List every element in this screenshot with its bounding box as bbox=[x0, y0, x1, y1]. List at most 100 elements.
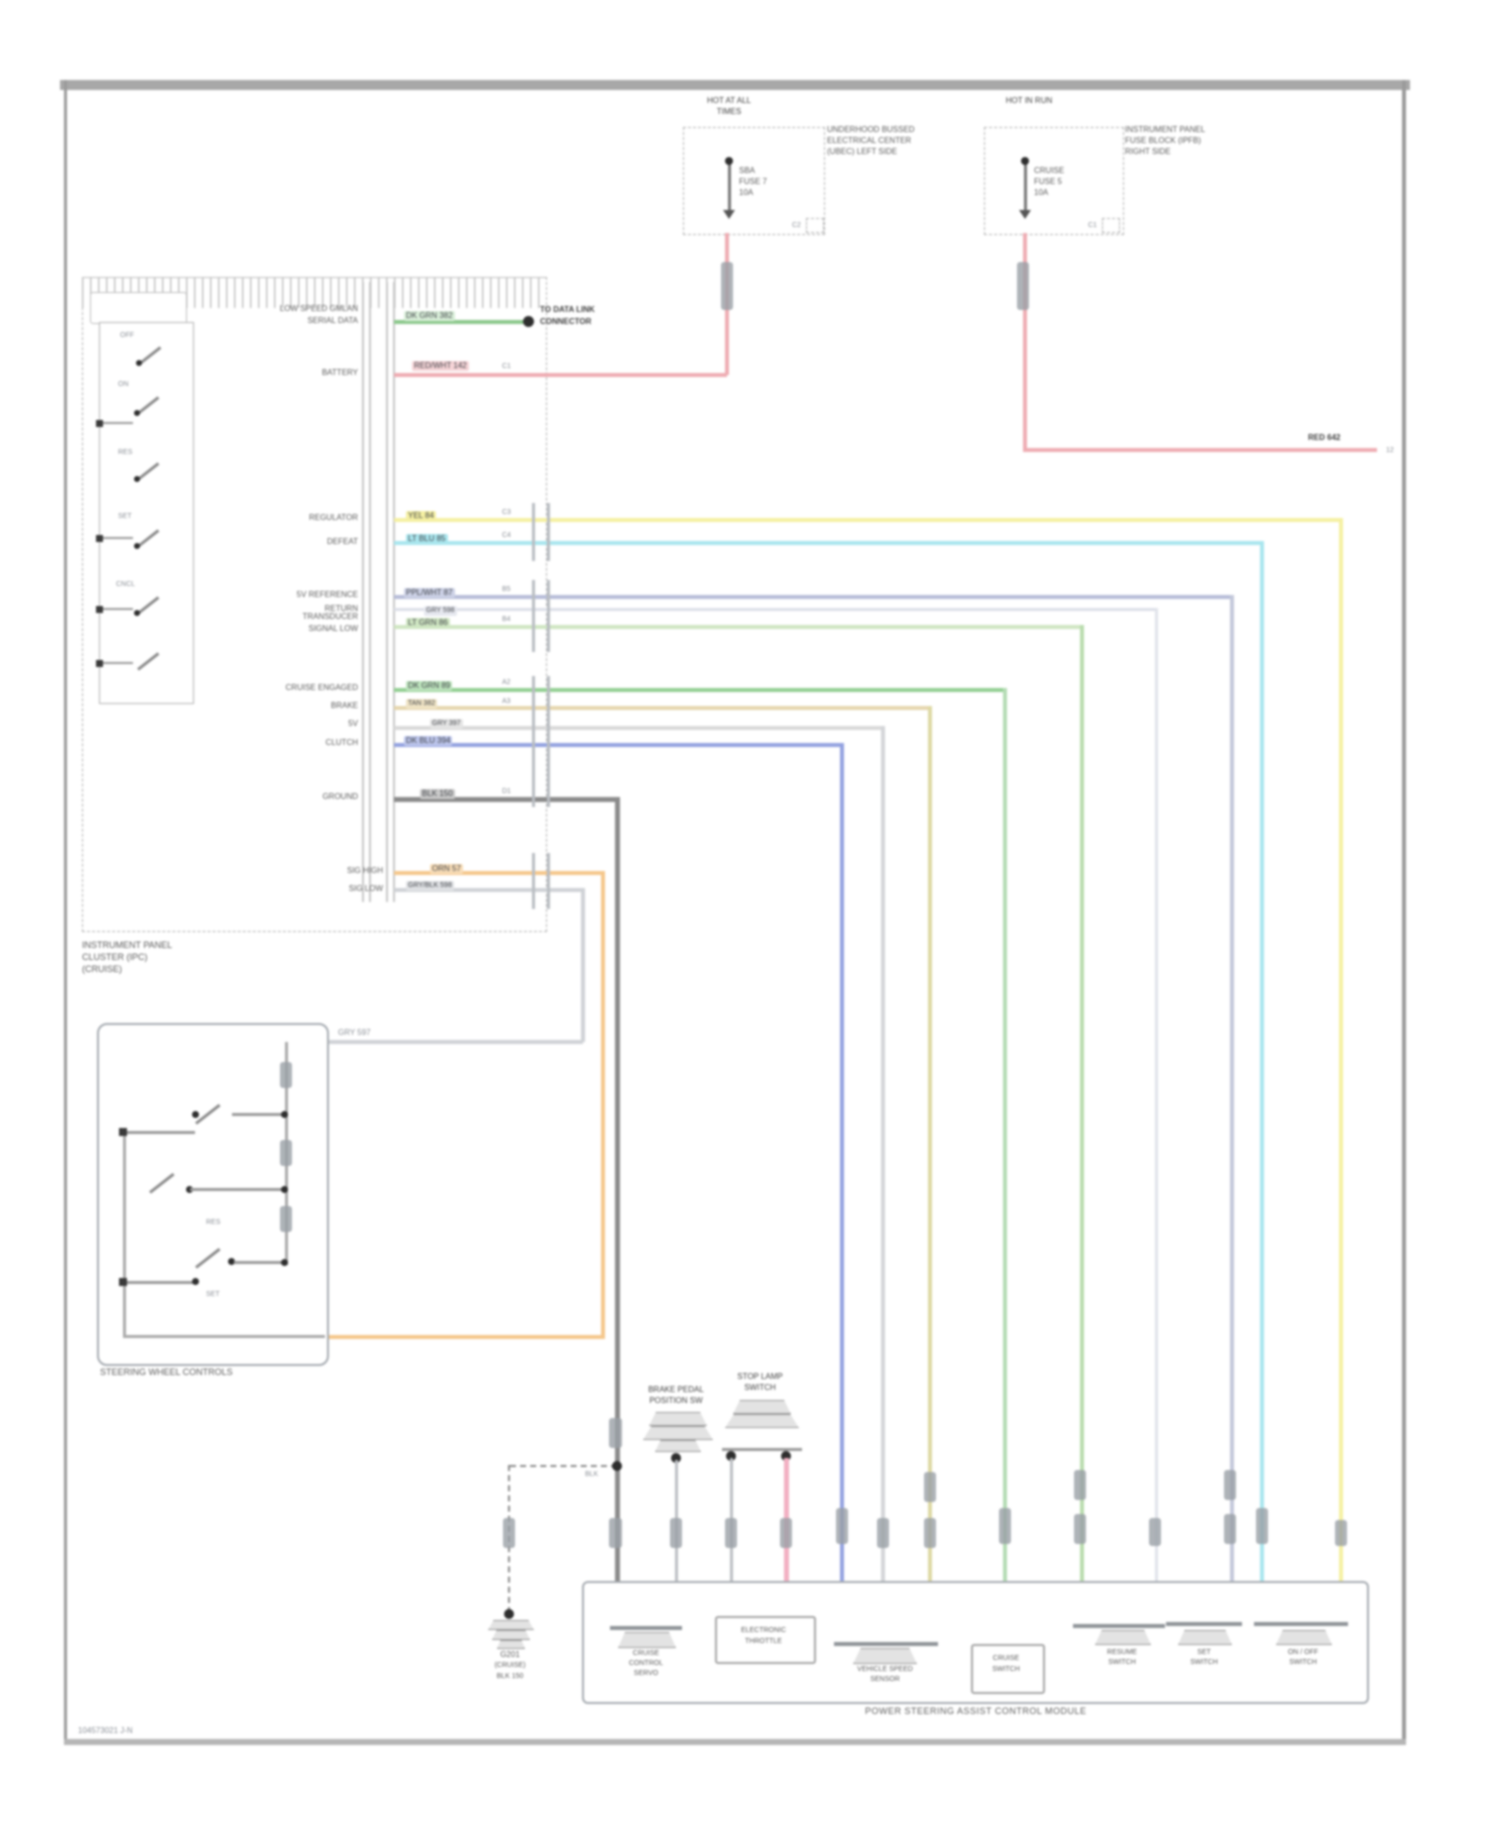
switch-wire bbox=[125, 1281, 195, 1284]
subbox4-l2: SWITCH bbox=[992, 1666, 1020, 1673]
steering-box bbox=[97, 1023, 329, 1366]
subbox2-l1: ELECTRONIC bbox=[740, 1627, 787, 1634]
red-b-end-label: RED 642 bbox=[1308, 433, 1341, 442]
wire-red-b bbox=[1023, 233, 1027, 452]
connector-nub bbox=[924, 1472, 936, 1502]
steering-sw-label: RES bbox=[206, 1219, 221, 1226]
switch-dot bbox=[136, 360, 142, 366]
row-left-label: CLUTCH bbox=[325, 738, 358, 747]
fuse-a-name1: SBA bbox=[739, 166, 756, 175]
subswitch-label: RES bbox=[118, 449, 133, 456]
switch-link bbox=[103, 537, 133, 539]
wire-label: GRY 598 bbox=[424, 606, 457, 616]
wire-yellow bbox=[394, 518, 1343, 522]
terminal-dot bbox=[726, 1451, 736, 1461]
comp6-l1: SET bbox=[1197, 1649, 1211, 1656]
wire-green2-v bbox=[1003, 688, 1007, 1644]
connector-nub bbox=[280, 1140, 292, 1166]
row-left-label: SERIAL DATA bbox=[307, 316, 358, 325]
connector-nub bbox=[503, 1518, 515, 1548]
wire-blue bbox=[394, 743, 844, 747]
comp1-l1: CRUISE bbox=[632, 1650, 660, 1657]
wire-gray-v bbox=[881, 726, 885, 1644]
comp6-bar bbox=[1166, 1622, 1242, 1626]
switch-link bbox=[103, 662, 133, 664]
fuse-b-box bbox=[984, 127, 1124, 235]
comp1-l3: SERVO bbox=[633, 1670, 659, 1677]
wire-red-b-horiz bbox=[1023, 448, 1377, 452]
module-label3: (CRUISE) bbox=[82, 964, 122, 974]
pin-label: C4 bbox=[502, 532, 511, 539]
splice-label2: CONNECTOR bbox=[540, 317, 592, 326]
connector-nub bbox=[280, 1206, 292, 1232]
ground-dash-h bbox=[510, 1465, 617, 1467]
comp1-l2: CONTROL bbox=[628, 1660, 664, 1667]
row-left-label: 5V bbox=[348, 719, 358, 728]
connector-nub bbox=[1335, 1520, 1347, 1546]
row-left-label: CRUISE ENGAGED bbox=[285, 683, 358, 692]
wire-yellow-v bbox=[1339, 518, 1343, 1624]
terminal-square bbox=[119, 1278, 127, 1286]
inline-connector-icon bbox=[547, 503, 550, 561]
connector-nub bbox=[609, 1418, 622, 1448]
row-left-label: SIGNAL LOW bbox=[308, 624, 359, 633]
wire-ltgreen bbox=[394, 625, 1084, 629]
tophat2-label1: STOP LAMP bbox=[737, 1372, 783, 1381]
row-left-label: BRAKE bbox=[330, 701, 358, 710]
wire-green2 bbox=[394, 688, 1007, 692]
wire-gray2-v bbox=[581, 888, 585, 1042]
row-left-label: RETURN bbox=[324, 604, 358, 613]
connector-nub bbox=[1017, 262, 1029, 310]
switch-dot bbox=[134, 476, 140, 482]
pin-label: D1 bbox=[502, 788, 511, 795]
row-left-label: LOW SPEED GMLAN bbox=[279, 304, 358, 313]
connector-nub bbox=[1074, 1470, 1086, 1500]
wire-label: LT BLU 85 bbox=[406, 534, 448, 544]
wire-label: LT GRN 86 bbox=[406, 618, 450, 628]
fuse-b-side-label: INSTRUMENT PANEL FUSE BLOCK (IPFB) RIGHT… bbox=[1125, 125, 1205, 156]
wire-label: DK GRN 382 bbox=[404, 311, 455, 321]
switch-link bbox=[103, 608, 133, 610]
subbox2-l2: THROTTLE bbox=[745, 1638, 782, 1645]
wire-gray bbox=[394, 726, 885, 730]
frame-left bbox=[64, 80, 67, 1745]
module-rail bbox=[369, 282, 371, 902]
connector-nub bbox=[1149, 1518, 1161, 1546]
row-left-label: SIG LOW bbox=[348, 884, 383, 893]
terminal-square bbox=[96, 420, 103, 427]
switch-dot bbox=[134, 543, 140, 549]
switch-wire bbox=[232, 1113, 285, 1116]
comp3-l1: VEHICLE SPEED bbox=[857, 1666, 913, 1673]
fuse-a-name3: 10A bbox=[739, 188, 754, 197]
wire-tan bbox=[394, 706, 932, 710]
wire-orange-return bbox=[325, 1335, 605, 1339]
connector-nub bbox=[1224, 1514, 1236, 1544]
row-left-label: 5V REFERENCE bbox=[296, 590, 358, 599]
switch-dot bbox=[192, 1278, 199, 1285]
comp6-icon bbox=[1178, 1630, 1232, 1645]
wire-ltgreen-v bbox=[1080, 625, 1084, 1624]
ground-icon bbox=[497, 1640, 525, 1649]
fuse-b-top-dot bbox=[1021, 157, 1029, 165]
wire-slate bbox=[394, 595, 1234, 599]
ground-dash-label: BLK bbox=[585, 1471, 599, 1478]
fuse-a-icon bbox=[728, 160, 731, 210]
terminal-square bbox=[96, 606, 103, 613]
stop-lamp-switch-icon bbox=[733, 1400, 791, 1414]
connector-nub bbox=[1074, 1514, 1086, 1544]
inline-connector-icon bbox=[532, 853, 535, 909]
subswitch-label: OFF bbox=[120, 332, 134, 339]
inline-connector-icon bbox=[532, 676, 535, 807]
wire-orange bbox=[394, 871, 605, 875]
connector-nub bbox=[999, 1508, 1011, 1544]
wire-dkgray bbox=[394, 797, 620, 802]
switch-dot bbox=[281, 1111, 288, 1118]
comp7-bar bbox=[1254, 1622, 1348, 1626]
switch-dot bbox=[192, 1111, 199, 1118]
connector-nub bbox=[1224, 1470, 1236, 1500]
connector-nub bbox=[725, 1518, 737, 1548]
connector-nub bbox=[780, 1518, 792, 1548]
fuse-b-title: HOT IN RUN bbox=[1005, 96, 1053, 105]
